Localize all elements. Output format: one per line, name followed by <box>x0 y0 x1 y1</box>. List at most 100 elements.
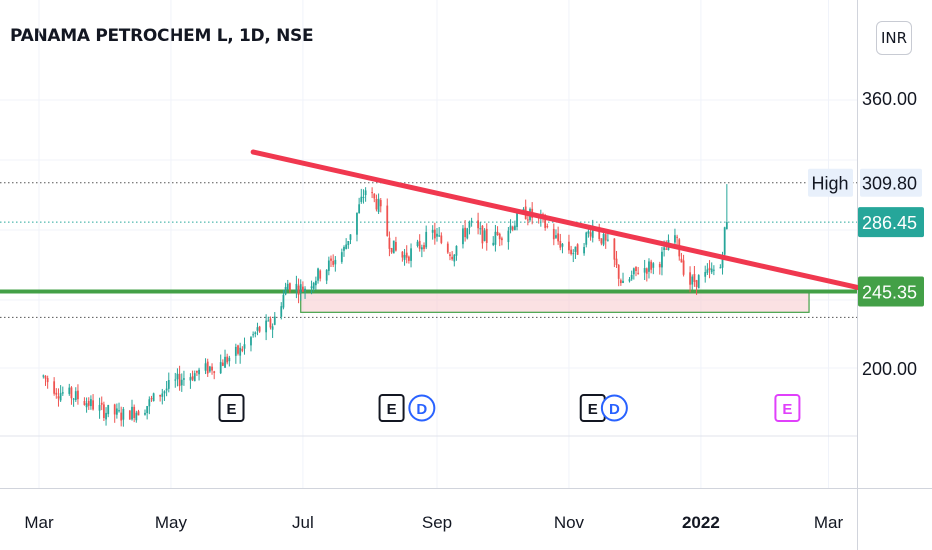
candle <box>87 397 90 410</box>
currency-button[interactable]: INR <box>876 21 912 55</box>
candle-body <box>630 274 633 280</box>
candle-body <box>719 267 722 269</box>
candle-body <box>159 394 162 397</box>
candle <box>301 281 304 293</box>
candle-body <box>330 258 332 261</box>
y-tick-label: 360.00 <box>862 89 917 109</box>
candle <box>347 241 350 249</box>
candle-body <box>87 400 90 406</box>
candle <box>643 259 646 281</box>
candle <box>258 325 261 333</box>
candle-body <box>265 320 268 333</box>
candle-body <box>557 233 560 242</box>
candle-body <box>234 346 237 356</box>
candle-body <box>280 306 283 317</box>
candle-body <box>345 244 348 249</box>
candle-body <box>661 251 663 268</box>
candle <box>70 386 73 405</box>
candle-body <box>239 347 242 356</box>
candle-body <box>178 373 181 387</box>
candle-body <box>509 225 512 231</box>
candle <box>161 388 164 405</box>
candle-body <box>425 231 428 248</box>
candle <box>377 193 380 215</box>
candle <box>386 198 389 237</box>
candle-body <box>85 403 88 408</box>
candle-body <box>135 412 138 421</box>
candle <box>53 377 56 396</box>
candle <box>559 233 562 251</box>
candle-body <box>676 236 678 238</box>
candle-body <box>602 234 605 245</box>
candle-body <box>144 412 146 415</box>
candle-body <box>102 404 105 418</box>
candle-body <box>585 232 588 245</box>
candle-body <box>174 379 177 381</box>
high-name: High <box>811 174 848 194</box>
candle <box>513 220 516 231</box>
price-label-value: 286.45 <box>862 213 917 233</box>
candle-body <box>198 369 200 375</box>
candle-body <box>137 411 140 416</box>
candle <box>635 266 637 277</box>
candle <box>438 227 441 238</box>
candle-body <box>613 238 616 260</box>
candle <box>420 244 423 258</box>
candle <box>189 373 192 389</box>
candle <box>509 219 512 234</box>
earnings-marker: E <box>378 394 405 422</box>
candle <box>90 395 92 410</box>
candle-body <box>327 260 330 271</box>
candle-body <box>133 406 136 419</box>
x-tick-label: Sep <box>422 513 452 532</box>
high-name-bg <box>808 168 853 197</box>
candle <box>345 238 348 250</box>
candle-body <box>122 408 125 420</box>
candle <box>193 370 196 382</box>
candle-body <box>485 228 488 243</box>
chart-title: PANAMA PETROCHEM L, 1D, NSE <box>10 26 314 46</box>
candle <box>470 217 473 227</box>
candle <box>120 406 123 427</box>
candle-body <box>604 234 607 241</box>
candle <box>241 346 244 353</box>
candle <box>507 226 510 250</box>
candle-body <box>643 267 646 273</box>
candle-body <box>451 256 454 260</box>
candle <box>174 372 177 388</box>
candle-body <box>468 222 471 228</box>
candle <box>591 219 594 243</box>
candle <box>226 353 229 365</box>
candle-body <box>193 373 196 382</box>
candle-body <box>115 408 118 415</box>
dividend-marker: D <box>408 394 436 422</box>
candle-body <box>258 326 261 332</box>
candle <box>273 312 276 326</box>
candle-body <box>221 362 224 366</box>
candle <box>645 267 648 282</box>
candle-body <box>606 239 609 241</box>
candle <box>585 231 588 248</box>
candle <box>176 368 179 387</box>
candle <box>392 240 395 254</box>
candle-body <box>343 246 345 251</box>
candle-body <box>310 286 313 289</box>
candle <box>243 337 246 355</box>
candle <box>57 388 60 407</box>
candle-body <box>267 320 270 322</box>
candle-body <box>526 219 529 221</box>
candle <box>613 238 616 268</box>
x-tick-label: May <box>155 513 188 532</box>
candle-body <box>674 235 676 243</box>
candle-body <box>449 254 451 257</box>
candle-body <box>628 279 631 282</box>
candle-body <box>226 356 229 363</box>
candle-body <box>356 212 358 235</box>
candle-body <box>297 285 300 295</box>
candle-body <box>464 227 467 238</box>
candle-body <box>61 392 64 394</box>
candle-body <box>416 241 419 246</box>
candle <box>284 282 287 296</box>
candle <box>498 232 501 247</box>
